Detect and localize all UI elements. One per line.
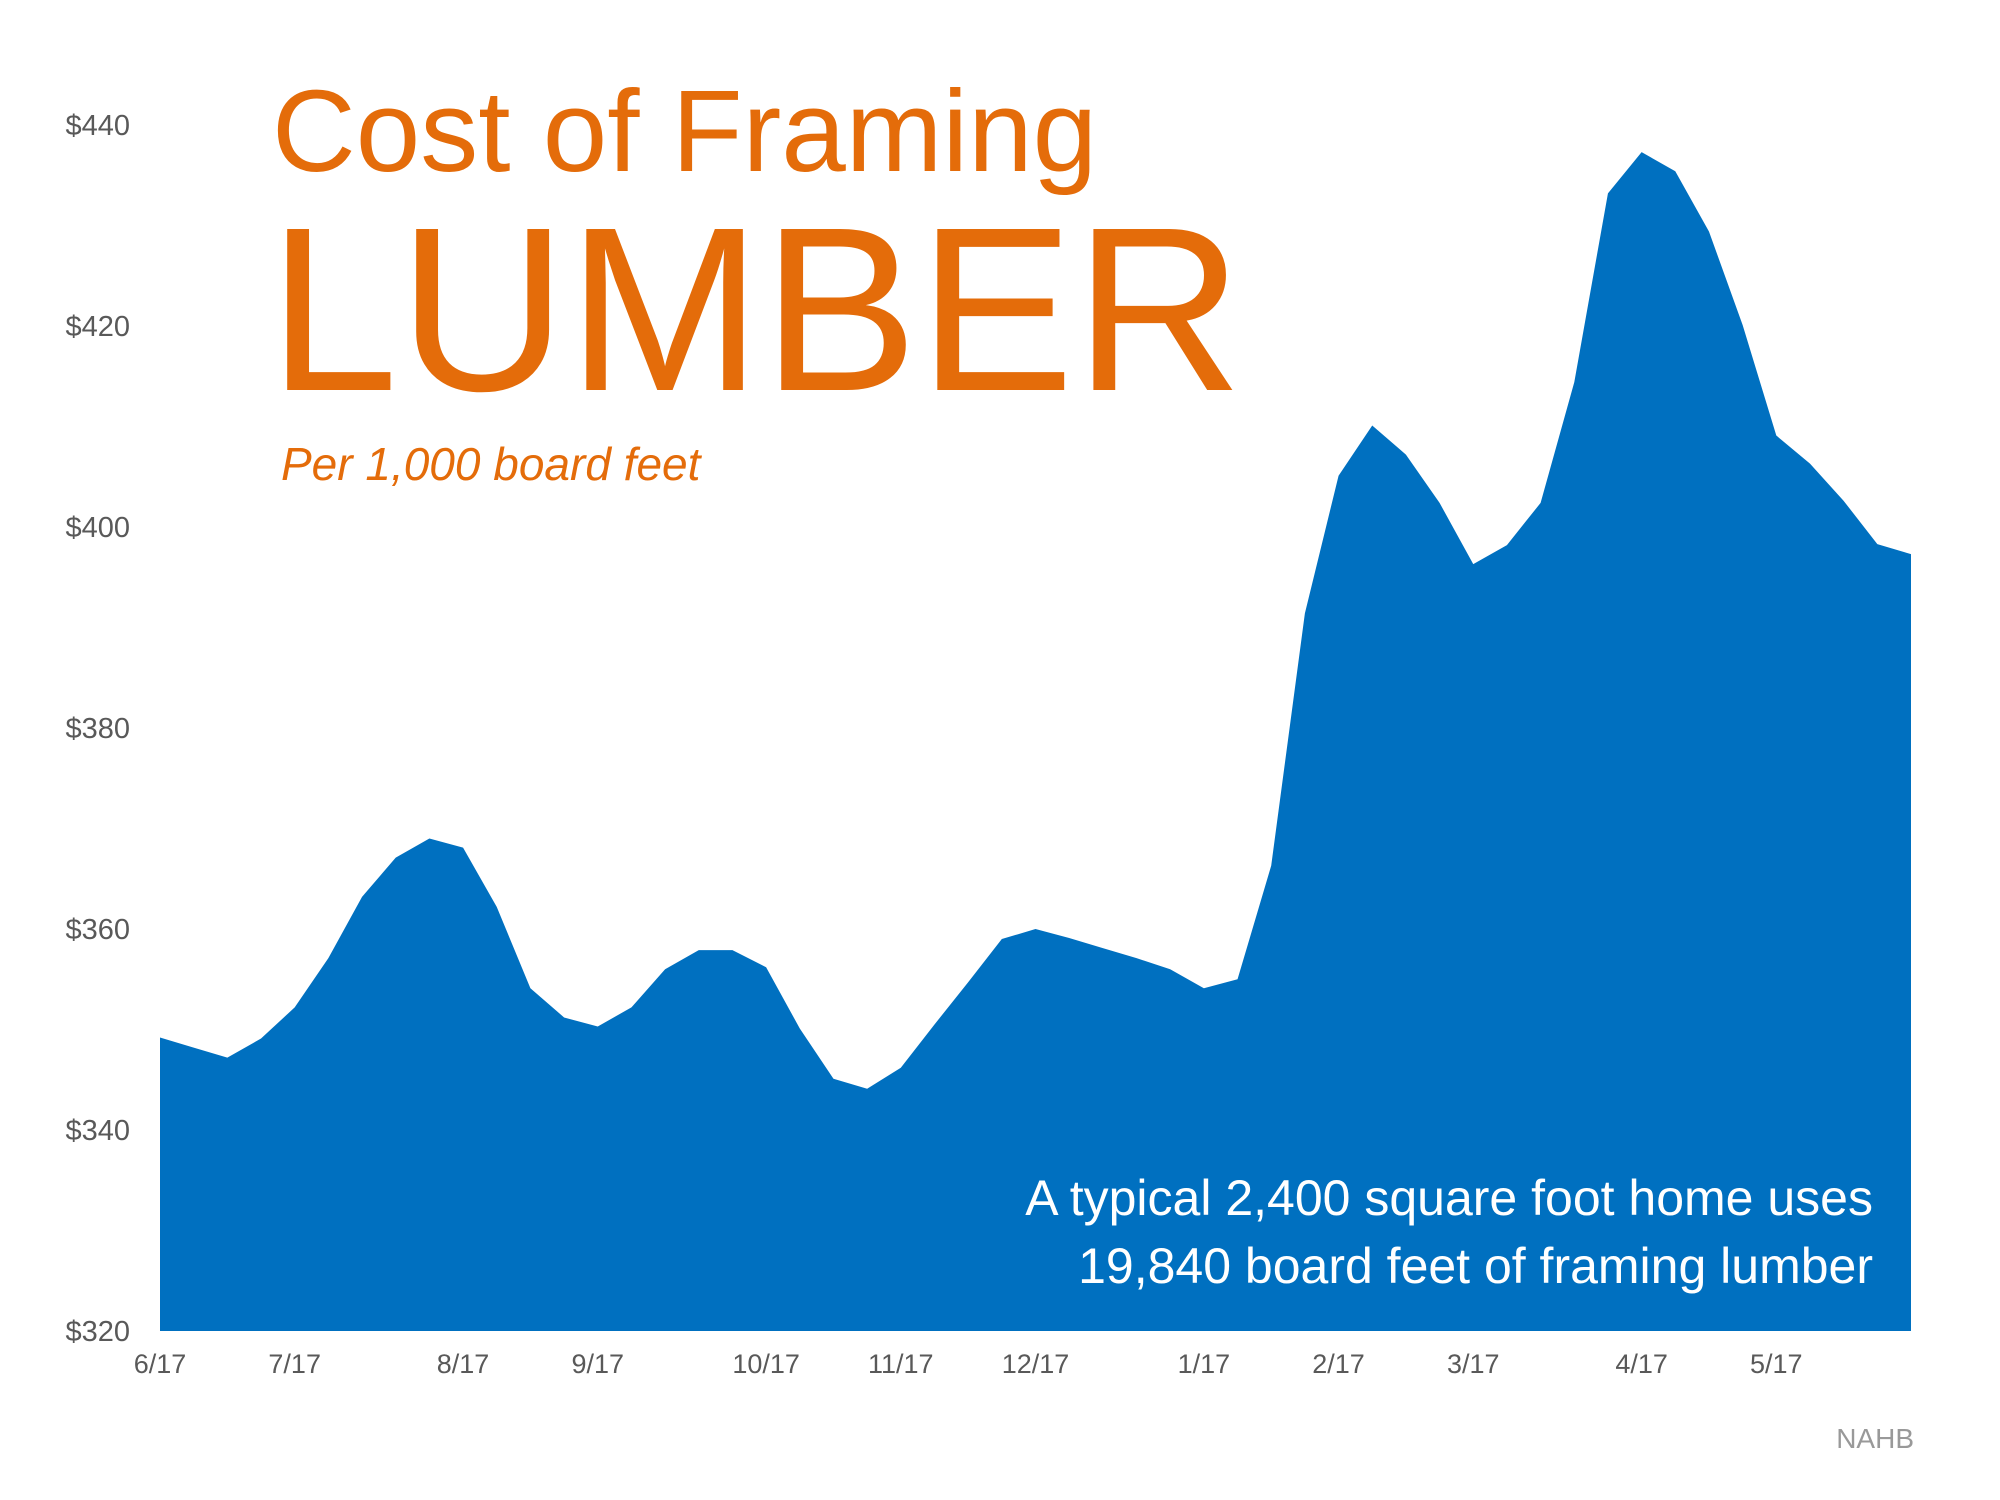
x-tick-label: 8/17: [437, 1349, 490, 1379]
y-tick-label: $440: [65, 110, 130, 142]
x-tick-label: 5/17: [1750, 1349, 1803, 1379]
chart-title: LUMBER: [268, 178, 1243, 440]
x-tick-label: 3/17: [1447, 1349, 1500, 1379]
x-tick-label: 12/17: [1002, 1349, 1070, 1379]
y-tick-label: $360: [65, 914, 130, 946]
y-tick-label: $380: [65, 713, 130, 745]
chart-subtitle: Per 1,000 board feet: [281, 438, 703, 490]
source: NAHB: [1836, 1423, 1914, 1454]
x-tick-label: 11/17: [868, 1349, 934, 1379]
plot: [160, 152, 1911, 1331]
y-tick-label: $340: [65, 1115, 130, 1147]
annotation: 19,840 board feet of framing lumber: [1078, 1238, 1873, 1294]
y-tick-label: $400: [65, 512, 130, 544]
x-tick-label: 4/17: [1615, 1349, 1668, 1379]
x-tick-label: 9/17: [571, 1349, 624, 1379]
y-tick-label: $420: [65, 311, 130, 343]
x-tick-label: 2/17: [1312, 1349, 1365, 1379]
x-tick-label: 1/17: [1178, 1349, 1231, 1379]
area: [160, 152, 1911, 1331]
x-tick-label: 6/17: [134, 1349, 187, 1379]
annotation: A typical 2,400 square foot home uses: [1025, 1170, 1873, 1226]
chart-title: Cost of Framing: [272, 66, 1097, 196]
y-tick-label: $320: [65, 1316, 130, 1348]
x-tick-label: 10/17: [732, 1349, 800, 1379]
x-tick-label: 7/17: [268, 1349, 321, 1379]
